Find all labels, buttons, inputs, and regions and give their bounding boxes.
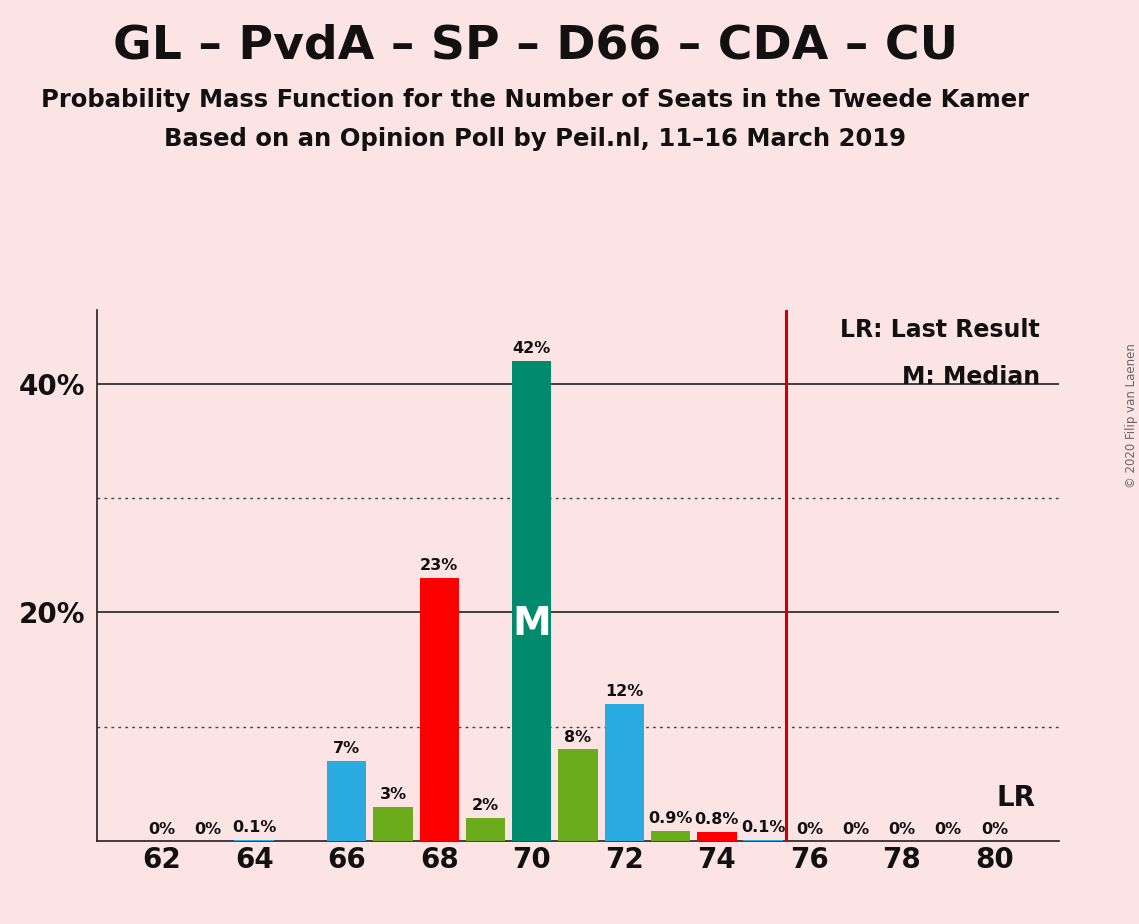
Text: 0.1%: 0.1% <box>741 821 785 835</box>
Text: 3%: 3% <box>379 787 407 802</box>
Bar <box>374 807 412 841</box>
Text: 0%: 0% <box>195 822 221 837</box>
Text: Based on an Opinion Poll by Peil.nl, 11–16 March 2019: Based on an Opinion Poll by Peil.nl, 11–… <box>164 127 907 151</box>
Text: 0%: 0% <box>981 822 1008 837</box>
Bar <box>466 818 506 841</box>
Text: 0%: 0% <box>148 822 175 837</box>
Text: 0%: 0% <box>888 822 916 837</box>
Text: 7%: 7% <box>333 741 360 756</box>
Text: 2%: 2% <box>472 798 499 813</box>
Bar <box>650 831 690 841</box>
Bar <box>419 578 459 841</box>
Bar <box>605 704 644 841</box>
Text: LR: Last Result: LR: Last Result <box>841 318 1040 342</box>
Text: 0%: 0% <box>935 822 961 837</box>
Bar <box>513 361 551 841</box>
Bar <box>558 749 598 841</box>
Bar <box>235 840 273 841</box>
Text: 0.8%: 0.8% <box>695 812 739 827</box>
Text: Probability Mass Function for the Number of Seats in the Tweede Kamer: Probability Mass Function for the Number… <box>41 88 1030 112</box>
Text: 12%: 12% <box>605 684 644 699</box>
Text: 23%: 23% <box>420 558 458 574</box>
Bar <box>697 832 737 841</box>
Text: 0.1%: 0.1% <box>232 821 277 835</box>
Bar <box>744 840 782 841</box>
Text: 42%: 42% <box>513 341 551 357</box>
Text: M: Median: M: Median <box>902 365 1040 389</box>
Text: 0%: 0% <box>842 822 869 837</box>
Text: © 2020 Filip van Laenen: © 2020 Filip van Laenen <box>1124 344 1138 488</box>
Text: 8%: 8% <box>565 730 591 745</box>
Text: 0%: 0% <box>796 822 823 837</box>
Text: 0.9%: 0.9% <box>648 811 693 826</box>
Text: M: M <box>513 604 551 643</box>
Bar <box>327 760 367 841</box>
Text: GL – PvdA – SP – D66 – CDA – CU: GL – PvdA – SP – D66 – CDA – CU <box>113 23 958 68</box>
Text: LR: LR <box>997 784 1035 811</box>
